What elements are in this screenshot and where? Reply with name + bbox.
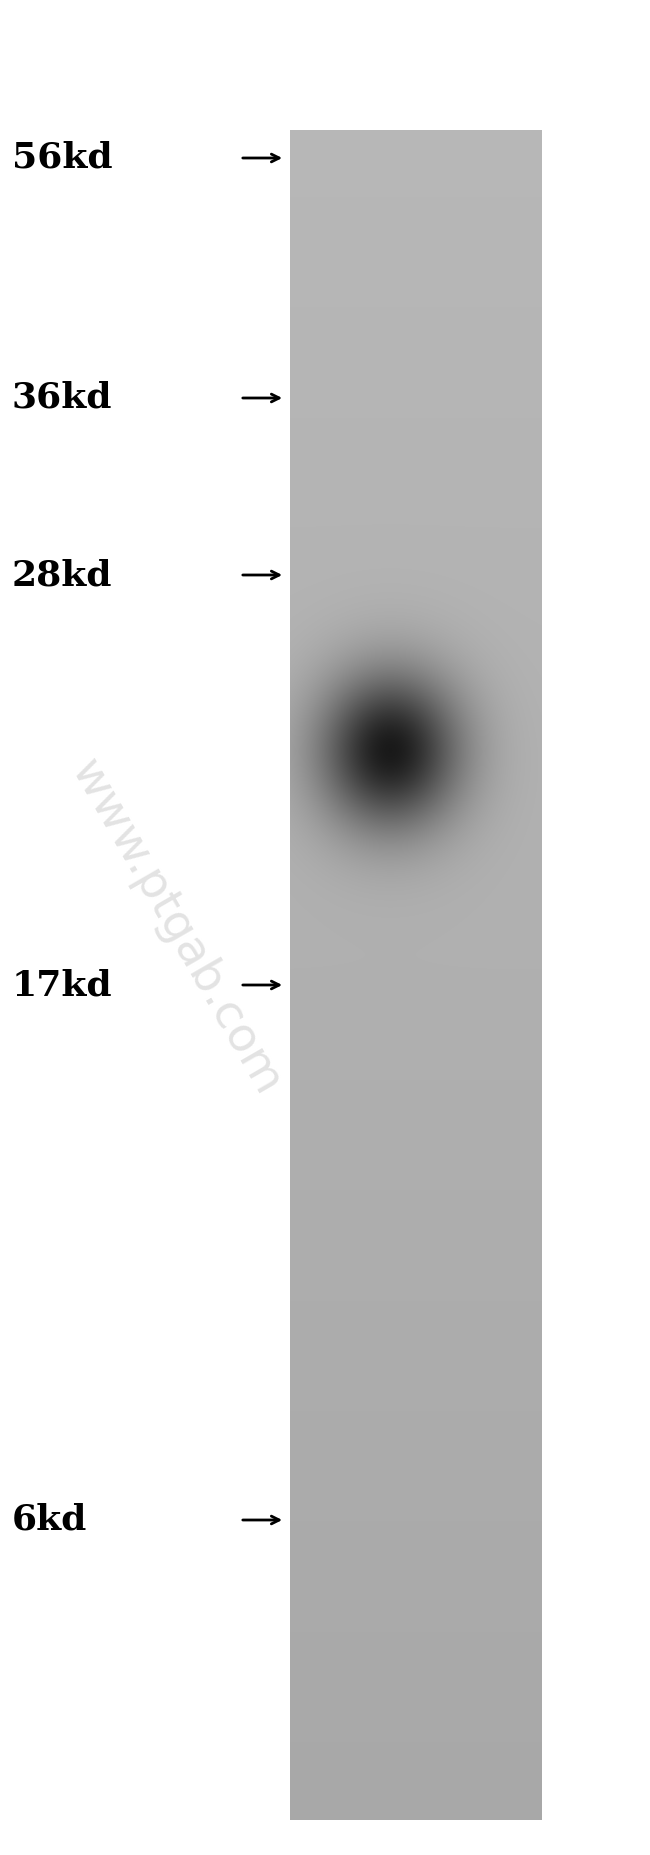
Text: 36kd: 36kd: [12, 380, 112, 416]
Text: 17kd: 17kd: [12, 968, 112, 1002]
Text: 28kd: 28kd: [12, 558, 112, 592]
Text: www.ptgab.com: www.ptgab.com: [61, 751, 290, 1104]
Text: 6kd: 6kd: [12, 1503, 87, 1538]
Text: 56kd: 56kd: [12, 141, 112, 174]
